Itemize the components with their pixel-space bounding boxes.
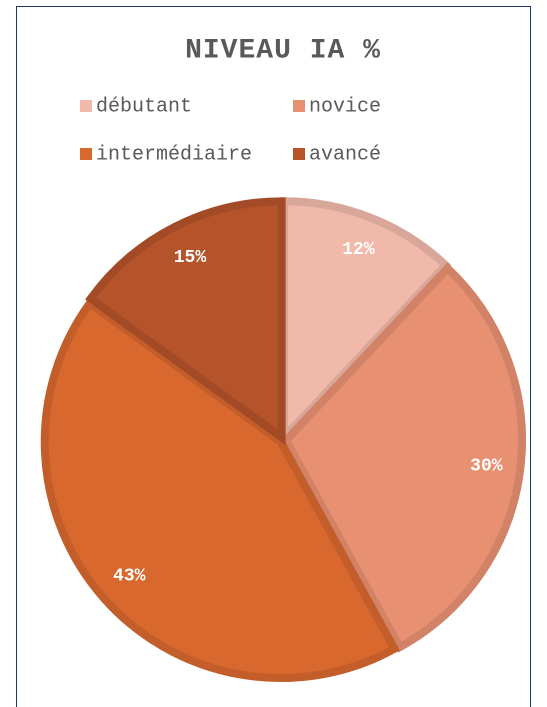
legend-swatch	[80, 100, 92, 112]
legend-label: novice	[309, 95, 381, 118]
data-label: 15%	[174, 248, 207, 268]
legend-swatch	[293, 100, 305, 112]
legend-label: intermédiaire	[96, 143, 252, 166]
pie-slice	[40, 297, 400, 682]
pie-slice	[85, 197, 286, 446]
data-label: 12%	[342, 240, 375, 260]
legend-swatch	[293, 148, 305, 160]
pie-slice	[281, 262, 526, 653]
chart-title: NIVEAU IA %	[185, 35, 381, 66]
pie-slice	[280, 197, 452, 448]
data-label: 43%	[113, 566, 146, 586]
data-label: 30%	[470, 456, 503, 476]
legend-label: avancé	[309, 143, 381, 166]
legend-label: débutant	[96, 95, 192, 118]
legend-swatch	[80, 148, 92, 160]
